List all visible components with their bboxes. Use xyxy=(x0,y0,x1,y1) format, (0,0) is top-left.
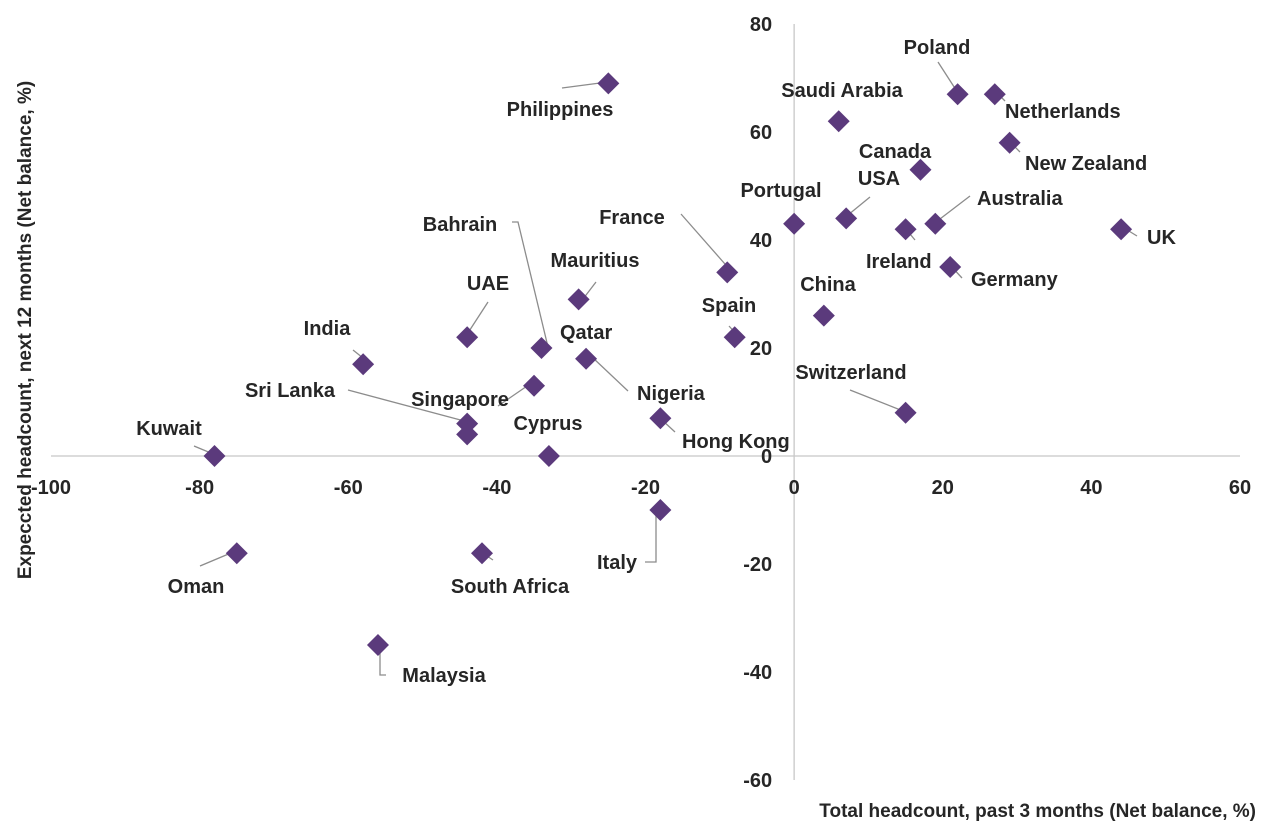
y-tick-label: -20 xyxy=(743,554,772,576)
point-uae xyxy=(456,326,479,349)
point-label-ireland: Ireland xyxy=(866,251,932,273)
point-label-bahrain: Bahrain xyxy=(423,214,497,236)
point-south-africa xyxy=(471,542,494,565)
y-tick-label: -40 xyxy=(743,662,772,684)
x-tick-label: -80 xyxy=(185,477,214,499)
point-label-switzerland: Switzerland xyxy=(795,362,906,384)
y-tick-label: 60 xyxy=(750,122,772,144)
point-label-germany: Germany xyxy=(971,269,1059,291)
x-tick-label: -100 xyxy=(31,477,71,499)
x-tick-label: 40 xyxy=(1080,477,1102,499)
point-ireland xyxy=(894,218,917,241)
point-philippines xyxy=(597,72,620,95)
point-label-oman: Oman xyxy=(168,576,225,598)
leader-lines xyxy=(193,61,1138,676)
leader-line-nigeria xyxy=(591,356,629,392)
leader-line-australia xyxy=(935,195,971,223)
leader-line-bahrain xyxy=(512,221,549,348)
point-poland xyxy=(946,83,969,106)
point-netherlands xyxy=(983,83,1006,106)
x-tick-label: -60 xyxy=(334,477,363,499)
point-label-south-africa: South Africa xyxy=(451,576,570,598)
point-label-poland: Poland xyxy=(904,37,971,59)
point-label-singapore: Singapore xyxy=(411,389,509,411)
leader-line-usa xyxy=(847,196,871,216)
point-portugal xyxy=(783,212,806,235)
point-bahrain xyxy=(530,337,553,359)
leader-line-malaysia xyxy=(379,646,386,676)
point-label-portugal: Portugal xyxy=(740,180,821,202)
x-tick-labels: -100 -80 -60 -40 -20 0 20 40 60 xyxy=(31,477,1251,499)
y-tick-label: 20 xyxy=(750,338,772,360)
leader-line-sri-lanka xyxy=(347,389,469,423)
leader-line-philippines xyxy=(561,82,601,89)
point-label-cyprus: Cyprus xyxy=(514,413,583,435)
leader-line-singapore xyxy=(497,383,531,407)
point-malaysia xyxy=(366,634,389,656)
point-mauritius xyxy=(567,288,590,311)
point-france xyxy=(716,261,739,284)
x-tick-label: 60 xyxy=(1229,477,1251,499)
point-label-kuwait: Kuwait xyxy=(136,418,202,440)
point-label-philippines: Philippines xyxy=(507,99,614,121)
point-label-italy: Italy xyxy=(597,552,638,574)
x-tick-label: 0 xyxy=(789,477,800,499)
y-axis-title: Expeccted headcount, next 12 months (Net… xyxy=(15,81,36,579)
x-tick-label: -40 xyxy=(482,477,511,499)
point-label-canada: Canada xyxy=(859,141,932,163)
point-label-hong-kong: Hong Kong xyxy=(682,431,790,453)
axes xyxy=(51,24,1240,780)
point-cyprus xyxy=(537,445,560,467)
point-label-malaysia: Malaysia xyxy=(402,665,486,687)
point-new-zealand xyxy=(998,131,1021,154)
point-label-india: India xyxy=(304,318,352,340)
point-label-mauritius: Mauritius xyxy=(551,250,640,272)
point-nigeria xyxy=(649,407,672,430)
point-labels: Philippines Poland Netherlands Saudi Arabia… xyxy=(136,37,1176,687)
data-points xyxy=(203,72,1133,656)
point-uk xyxy=(1110,218,1133,241)
point-label-sri-lanka: Sri Lanka xyxy=(245,380,336,402)
point-label-usa: USA xyxy=(858,168,900,190)
point-label-france: France xyxy=(599,207,665,229)
point-label-qatar: Qatar xyxy=(560,322,612,344)
y-tick-label: 40 xyxy=(750,230,772,252)
point-saudi-arabia xyxy=(827,110,850,133)
x-tick-label: -20 xyxy=(631,477,660,499)
leader-line-italy xyxy=(645,511,657,563)
point-italy xyxy=(649,499,672,521)
point-label-uk: UK xyxy=(1147,227,1176,249)
point-canada xyxy=(909,158,932,181)
point-china xyxy=(812,304,835,327)
point-germany xyxy=(939,256,962,278)
point-label-nigeria: Nigeria xyxy=(637,383,706,405)
point-sri-lanka xyxy=(523,374,546,397)
x-tick-label: 20 xyxy=(932,477,954,499)
point-india xyxy=(352,353,375,376)
point-label-australia: Australia xyxy=(977,188,1063,210)
y-tick-label: -60 xyxy=(743,770,772,792)
point-usa xyxy=(835,207,858,230)
y-tick-label: 80 xyxy=(750,14,772,36)
y-tick-label: 0 xyxy=(761,446,772,468)
point-label-spain: Spain xyxy=(702,295,756,317)
point-qatar xyxy=(575,347,598,370)
point-label-uae: UAE xyxy=(467,273,509,295)
point-australia xyxy=(924,212,947,235)
point-spain xyxy=(723,326,746,349)
point-label-netherlands: Netherlands xyxy=(1005,101,1121,123)
x-axis-title: Total headcount, past 3 months (Net bala… xyxy=(819,801,1256,822)
point-label-china: China xyxy=(800,274,856,296)
point-switzerland xyxy=(894,401,917,424)
y-tick-labels: -60 -40 -20 0 20 40 60 80 xyxy=(743,14,772,792)
point-kuwait xyxy=(203,445,226,467)
point-hong-kong xyxy=(456,423,479,446)
point-label-new-zealand: New Zealand xyxy=(1025,153,1147,175)
point-oman xyxy=(225,542,248,565)
leader-line-france xyxy=(680,213,733,273)
point-label-saudi-arabia: Saudi Arabia xyxy=(781,80,903,102)
